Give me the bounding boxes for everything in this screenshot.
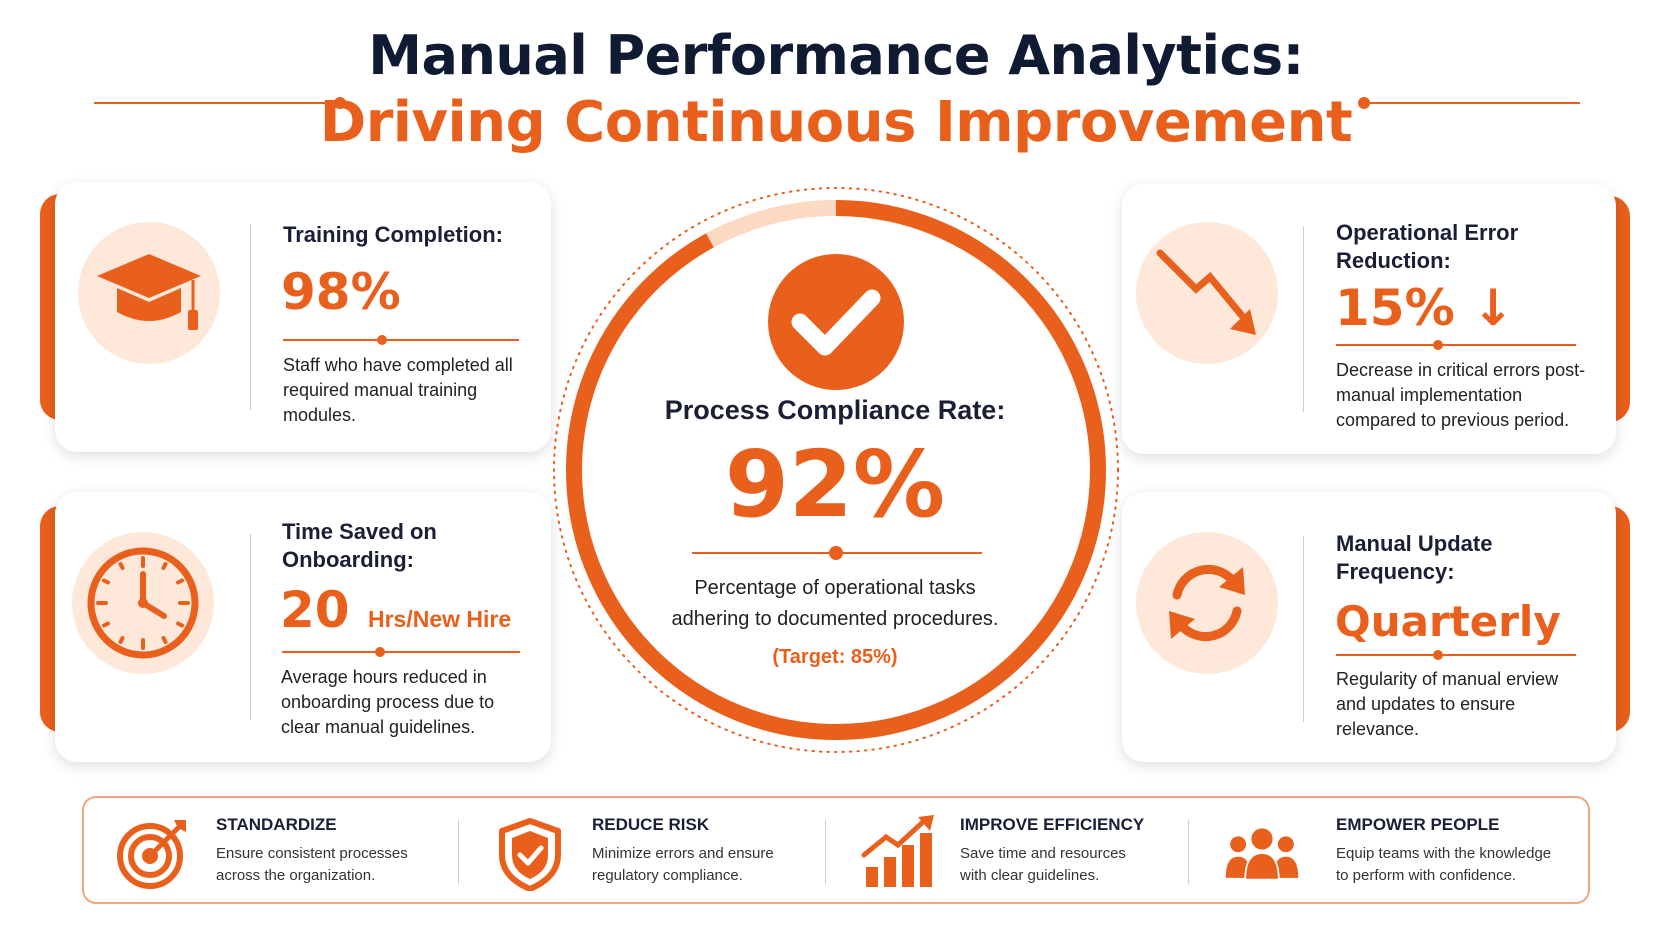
training-description: Staff who have completed all required ma… [283, 355, 513, 425]
benefit-title-standardize: STANDARDIZE [216, 815, 337, 834]
benefit-desc-improve-efficiency: Save time and resources with clear guide… [960, 843, 1126, 887]
benefit-desc-line: to perform with confidence. [1336, 867, 1517, 884]
page-title: Manual Performance Analytics: [368, 24, 1304, 87]
update-frequency-rule [1336, 654, 1576, 656]
error-reduction-label-line1: Operational Error [1336, 220, 1519, 245]
training-divider [250, 224, 251, 410]
error-reduction-rule [1336, 344, 1576, 346]
update-frequency-label-line1: Manual Update [1336, 531, 1493, 556]
benefit-separator [1188, 820, 1189, 884]
error-reduction-description: Decrease in critical errors post-manual … [1336, 360, 1586, 430]
compliance-desc-line2: adhering to documented procedures. [671, 608, 999, 630]
benefit-desc-empower-people: Equip teams with the knowledge to perfor… [1336, 843, 1551, 887]
people-icon [1225, 828, 1299, 881]
benefit-desc-standardize: Ensure consistent processes across the o… [216, 843, 408, 887]
checkmark-stroke [791, 289, 881, 356]
compliance-description: Percentage of operational tasks adhering… [600, 573, 1070, 635]
compliance-label: Process Compliance Rate: [664, 395, 1006, 425]
error-reduction-label: Operational Error Reduction: [1336, 219, 1518, 275]
shield-check-icon [499, 818, 561, 891]
time-saved-rule-dot [375, 647, 385, 657]
compliance-target: (Target: 85%) [772, 646, 898, 668]
refresh-icon [1169, 564, 1245, 642]
time-saved-label-line1: Time Saved on [282, 519, 437, 544]
graduation-cap-icon [97, 254, 201, 330]
growth-chart-icon [861, 815, 934, 887]
update-frequency-label-line2: Frequency: [1336, 559, 1455, 584]
compliance-desc-line1: Percentage of operational tasks [694, 577, 976, 599]
gauge-inner [586, 220, 1086, 720]
benefit-desc-line: Equip teams with the knowledge [1336, 845, 1552, 862]
time-saved-label: Time Saved on Onboarding: [282, 518, 437, 574]
benefit-icon-wrap [860, 814, 936, 890]
center-rule-dot [829, 546, 843, 560]
compliance-value: 92% [724, 431, 946, 538]
target-icon [117, 820, 186, 889]
update-frequency-divider [1303, 536, 1304, 722]
title-line-right [1370, 102, 1580, 104]
benefit-icon-wrap [492, 816, 568, 892]
benefit-icon-wrap [1224, 816, 1300, 892]
update-frequency-icon-circle [1136, 532, 1278, 674]
time-saved-description: Average hours reduced in onboarding proc… [281, 667, 495, 737]
training-icon-circle [78, 222, 220, 364]
update-frequency-rule-dot [1433, 650, 1443, 660]
gauge-dotted-ring [553, 187, 1119, 753]
error-reduction-value: 15% ↓ [1335, 279, 1514, 337]
update-frequency-description: Regularity of manual erview and updates … [1336, 669, 1559, 739]
time-saved-rule [282, 651, 520, 653]
page-subtitle: Driving Continuous Improvement [319, 90, 1353, 155]
error-reduction-icon-circle [1136, 222, 1278, 364]
clock-icon [87, 547, 199, 659]
benefit-separator [825, 820, 826, 884]
time-saved-divider [250, 534, 251, 720]
benefit-separator [458, 820, 459, 884]
title-dot-left [334, 97, 346, 109]
training-rule [283, 339, 519, 341]
update-frequency-label: Manual Update Frequency: [1336, 530, 1492, 586]
error-reduction-label-line2: Reduction: [1336, 248, 1451, 273]
benefit-icon-wrap [114, 816, 190, 892]
benefits-strip [82, 796, 1590, 904]
benefit-desc-line: with clear guidelines. [960, 867, 1100, 884]
benefit-desc-line: Minimize errors and ensure [592, 845, 774, 862]
time-saved-value: 20 [280, 581, 350, 639]
benefit-desc-line: Save time and resources [960, 845, 1126, 862]
title-line-left [94, 102, 340, 104]
benefit-title-reduce-risk: REDUCE RISK [592, 815, 710, 834]
training-rule-dot [377, 335, 387, 345]
time-saved-label-line2: Onboarding: [282, 547, 414, 572]
error-reduction-rule-dot [1433, 340, 1443, 350]
training-label: Training Completion: [283, 222, 503, 247]
benefit-desc-line: across the organization. [216, 867, 376, 884]
benefit-title-empower-people: EMPOWER PEOPLE [1336, 815, 1500, 834]
benefit-desc-reduce-risk: Minimize errors and ensure regulatory co… [592, 843, 774, 887]
training-value: 98% [281, 263, 401, 321]
time-saved-unit: Hrs/New Hire [368, 606, 512, 632]
update-frequency-value: Quarterly [1335, 597, 1561, 646]
gauge-progress-arc [566, 200, 1106, 740]
benefit-desc-line: regulatory compliance. [592, 867, 743, 884]
benefit-desc-line: Ensure consistent processes [216, 845, 408, 862]
checkmark-icon [768, 254, 904, 390]
time-saved-icon-circle [72, 532, 214, 674]
benefit-title-improve-efficiency: IMPROVE EFFICIENCY [960, 815, 1145, 834]
title-dot-right [1358, 97, 1370, 109]
trend-down-icon [1156, 249, 1256, 335]
error-reduction-divider [1303, 226, 1304, 412]
